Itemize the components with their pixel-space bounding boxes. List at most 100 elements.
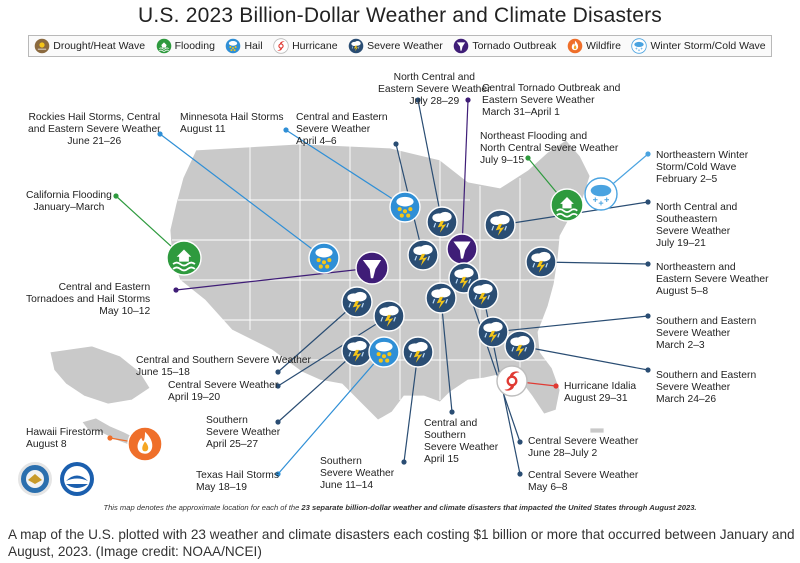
event-date: July 19–21 <box>656 238 706 249</box>
hail-icon <box>226 38 241 54</box>
event-name: Central Tornado Outbreak and <box>482 83 621 94</box>
tornado-icon <box>454 38 469 54</box>
leader-line <box>277 301 358 373</box>
event-date: May 6–8 <box>528 482 568 493</box>
legend-label: Wildfire <box>585 40 621 52</box>
leader-dot <box>645 313 651 319</box>
event-date: February 2–5 <box>656 174 718 185</box>
footnote-bold: 23 separate billion-dollar weather and c… <box>301 503 697 512</box>
event-date: March 24–26 <box>656 394 717 405</box>
event-name: Severe Weather <box>296 124 371 135</box>
event-label: Northeastern and Eastern Severe Weather Au… <box>656 262 769 298</box>
event-name: Southern <box>206 415 248 426</box>
legend-label: Winter Storm/Cold Wave <box>650 40 766 52</box>
event-name: Severe Weather <box>424 442 499 453</box>
event-date: April 19–20 <box>168 392 221 403</box>
event-date: July 28–29 <box>409 96 460 107</box>
leader-dot <box>275 369 281 375</box>
event-date: May 10–12 <box>99 306 151 317</box>
event-name: Eastern Severe Weather <box>482 95 595 106</box>
event-marker-flooding <box>550 188 584 222</box>
winter-storm-icon <box>631 38 648 54</box>
event-marker-severe <box>467 278 499 310</box>
event-name: Hawaii Firestorm <box>26 427 104 438</box>
leader-line <box>417 99 443 223</box>
severe-weather-icon <box>348 38 364 54</box>
event-date: August 8 <box>26 439 67 450</box>
leader-dot <box>401 459 407 465</box>
event-label: Central Tornado Outbreak and Eastern Seve… <box>482 83 620 119</box>
hurricane-icon <box>273 38 289 54</box>
legend-item-flooding: Flooding <box>156 38 215 54</box>
event-name: Severe Weather <box>656 328 731 339</box>
event-marker-tornado <box>355 251 389 285</box>
event-label: Central and Southern Severe Weather April 1… <box>424 418 498 466</box>
legend-label: Drought/Heat Wave <box>53 40 146 52</box>
event-name: Southeastern <box>656 214 718 225</box>
leader-dot <box>449 409 455 415</box>
event-marker-severe <box>484 209 516 241</box>
leader-dot <box>173 287 179 293</box>
leader-line <box>175 267 373 291</box>
leader-dot <box>393 141 399 147</box>
event-marker-severe <box>402 336 434 368</box>
event-name: Southern <box>424 430 466 441</box>
event-name: Eastern Severe Weather <box>656 274 769 285</box>
event-label: Northeast Flooding and North Central Seve… <box>480 131 618 167</box>
event-marker-hail <box>308 242 340 274</box>
event-label: Hawaii Firestorm August 8 <box>26 427 103 451</box>
leader-dot <box>283 127 289 133</box>
event-name: Southern <box>320 456 362 467</box>
event-name: Central and Eastern <box>58 282 151 293</box>
leader-dot <box>275 471 281 477</box>
event-marker-wildfire <box>127 426 163 462</box>
leader-dot <box>465 97 471 103</box>
leader-dot <box>113 193 119 199</box>
event-name: North Central and <box>656 202 738 213</box>
legend-item-wildfire: Wildfire <box>567 38 621 54</box>
event-name: Central Severe Weather <box>528 470 639 481</box>
event-label: Texas Hail Storms May 18–19 <box>196 470 279 494</box>
event-name: Southern and Eastern <box>656 370 757 381</box>
event-markers <box>127 177 618 462</box>
event-name: Rockies Hail Storms, Central <box>28 112 161 123</box>
event-name: North Central and <box>393 72 475 83</box>
event-label: Central and Southern Severe Weather June … <box>136 355 311 379</box>
event-label: Southern Severe Weather April 25–27 <box>206 415 280 451</box>
event-date: March 2–3 <box>656 340 705 351</box>
event-date: August 11 <box>180 124 226 135</box>
legend-label: Flooding <box>174 40 215 52</box>
event-marker-hail <box>389 191 421 223</box>
event-date: June 11–14 <box>320 480 374 491</box>
event-name: Northeastern and <box>656 262 736 273</box>
wildfire-icon <box>567 38 583 54</box>
leader-line <box>461 99 469 250</box>
event-name: Central and Southern Severe Weather <box>136 355 311 366</box>
legend-label: Severe Weather <box>367 40 443 52</box>
event-label: Central and Eastern Tornadoes and Hail St… <box>26 282 150 318</box>
event-date: June 28–July 2 <box>528 448 598 459</box>
legend-item-winter: Winter Storm/Cold Wave <box>631 38 766 54</box>
legend-item-tornado: Tornado Outbreak <box>453 38 556 54</box>
leader-dot <box>645 261 651 267</box>
event-marker-flooding <box>166 240 202 276</box>
leader-dot <box>157 131 163 137</box>
department-of-commerce-seal <box>18 462 52 496</box>
event-name: Severe Weather <box>206 427 281 438</box>
leader-dot <box>645 151 651 157</box>
event-marker-tornado <box>446 233 478 265</box>
event-label: Northeastern Winter Storm/Cold Wave Februa… <box>656 150 748 186</box>
event-name: Hurricane Idalia <box>564 381 637 392</box>
event-label: Southern Severe Weather June 11–14 <box>320 456 394 492</box>
event-label: Central Severe Weather April 19–20 <box>168 380 278 404</box>
puerto-rico-shape <box>589 427 605 434</box>
event-name: Severe Weather <box>320 468 395 479</box>
drought-icon <box>34 38 50 54</box>
leader-dot <box>645 199 651 205</box>
legend-item-severe: Severe Weather <box>348 38 443 54</box>
event-label: Minnesota Hail Storms August 11 <box>180 112 284 136</box>
event-label: Central Severe Weather June 28–July 2 <box>528 436 638 460</box>
event-date: April 25–27 <box>206 439 259 450</box>
leader-dot <box>415 97 421 103</box>
